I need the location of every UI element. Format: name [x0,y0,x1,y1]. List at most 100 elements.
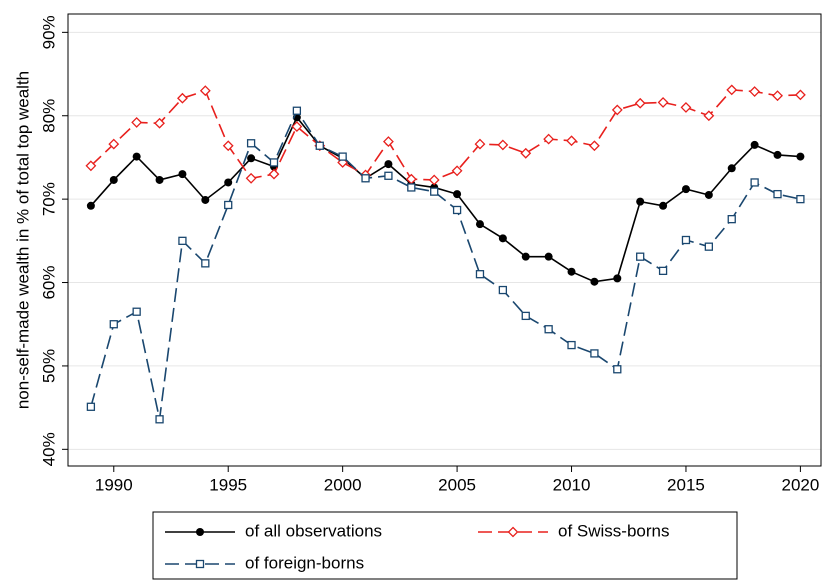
legend-marker [507,526,519,538]
data-point [224,200,233,210]
data-point [659,201,668,210]
series-line [90,109,801,420]
data-point [726,84,738,96]
data-point [750,178,759,187]
y-tick-label: 80% [39,99,58,133]
data-point [634,97,646,109]
data-point [292,106,302,115]
data-point [727,164,736,173]
data-point [749,86,761,97]
data-point [132,307,141,316]
data-point [636,197,645,206]
data-point [681,185,690,194]
data-point [613,274,622,283]
data-point [338,152,347,161]
x-tick-label: 1990 [95,475,133,494]
legend-marker [196,528,204,536]
y-tick-label: 60% [39,266,58,300]
data-point [268,168,280,180]
data-point [407,183,416,192]
data-point [497,139,509,151]
series-line [90,115,801,283]
data-point [796,194,805,204]
data-point [154,117,165,129]
x-tick-label: 2000 [324,475,362,494]
x-tick-label: 1995 [209,475,247,494]
legend-label: of foreign-borns [245,553,364,572]
plot-frame [67,13,822,467]
data-point [384,160,393,169]
data-point [657,96,669,108]
data-point [224,178,233,187]
data-point [567,340,576,350]
data-point [590,349,599,358]
y-axis-title: non-self-made wealth in % of total top w… [13,71,32,409]
data-point [384,171,393,180]
data-point [131,116,143,128]
data-point [498,234,507,243]
legend-label: of Swiss-borns [558,521,669,540]
data-point [773,150,782,159]
data-point [773,189,782,199]
data-point [155,415,164,424]
data-point [178,236,187,245]
data-point [636,252,645,261]
data-point [681,235,691,245]
data-point [85,160,97,172]
data-point [704,242,714,251]
x-tick-label: 2015 [667,475,705,494]
data-point [727,215,736,224]
data-point [611,104,623,116]
data-point [794,89,806,101]
data-point [750,140,759,149]
data-point [520,147,532,159]
data-point [703,110,715,122]
data-point [566,135,577,147]
data-point [155,175,164,184]
data-point [361,174,370,183]
data-point [177,92,188,104]
data-point [315,141,324,150]
data-point [521,252,530,261]
data-point [451,165,463,177]
data-point [108,138,120,150]
data-point [474,138,486,150]
data-point [521,311,530,321]
data-point [567,267,576,276]
data-point [680,101,692,113]
data-point [201,195,210,204]
data-point [453,190,462,199]
y-tick-label: 90% [39,15,58,49]
data-point [588,140,600,152]
data-point [109,175,118,184]
data-point [199,85,211,97]
data-point [428,174,440,186]
data-point [383,136,394,148]
y-tick-label: 40% [39,432,58,466]
data-point [796,152,805,161]
data-point [246,139,256,148]
x-tick-label: 2020 [781,475,819,494]
data-point [222,140,234,152]
data-point [613,365,622,374]
data-point [109,320,118,329]
data-point [590,277,599,286]
data-point [475,270,485,279]
data-point [475,220,484,229]
data-point [772,90,783,102]
data-point [86,402,96,411]
data-point [704,190,713,199]
y-tick-label: 50% [39,349,58,383]
data-point [201,259,210,268]
data-point [86,201,95,210]
data-point [543,133,555,145]
x-tick-label: 2005 [438,475,476,494]
data-point [498,285,508,295]
data-point [544,252,553,261]
data-point [452,205,462,215]
data-point [132,152,141,161]
data-point [178,170,187,179]
legend-marker [195,559,205,569]
